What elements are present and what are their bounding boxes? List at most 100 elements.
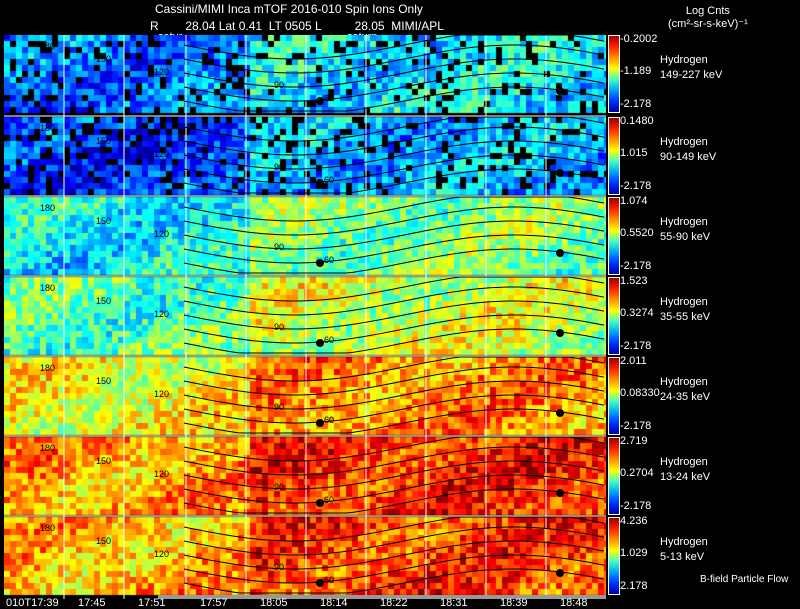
contour-level-label: 90 (274, 162, 284, 172)
energy-range-label: 35-55 keV (660, 311, 711, 323)
time-scrollbar[interactable] (158, 595, 606, 599)
energy-range-label: 24-35 keV (660, 391, 711, 403)
colorbar-cb-max-label: 2.719 (620, 435, 648, 447)
contour-level-label: 150 (96, 136, 111, 146)
colorbar-cb-max-label: 2.011 (620, 355, 647, 367)
energy-range-label: 5-13 keV (660, 551, 705, 563)
panel-label: Hydrogen 35-55 keV (660, 295, 710, 325)
species-label: Hydrogen (660, 376, 708, 388)
colorbar-cb-mid-label: 0.3274 (620, 307, 654, 319)
contour-level-label: 60 (324, 575, 334, 585)
contour-level-label: 90 (274, 562, 284, 572)
energy-range-label: 13-24 keV (660, 471, 711, 483)
x-tick-label: 18:05 (260, 597, 288, 609)
colorbar-cb-mid-label: 0.2704 (620, 467, 654, 479)
x-tick-label: 18:14 (320, 597, 348, 609)
panel-label: Hydrogen 90-149 keV (660, 135, 716, 165)
panel-label: Hydrogen 5-13 keV (660, 535, 708, 565)
contour-line (183, 140, 605, 170)
contour-line (183, 196, 605, 222)
panel-label: Hydrogen 149-227 keV (660, 53, 722, 83)
field-direction-marker (556, 329, 564, 337)
contour-level-label: 120 (154, 67, 169, 77)
colorbar-cb-min-label: -2.178 (620, 500, 652, 512)
field-direction-marker (556, 489, 564, 497)
field-direction-marker (556, 169, 564, 177)
contour-line (183, 58, 605, 88)
contour-level-label: 150 (96, 54, 111, 64)
contour-line (183, 540, 605, 570)
contour-level-label: 150 (96, 456, 111, 466)
contour-line (183, 436, 605, 462)
contour-level-label: 180 (40, 523, 55, 533)
colorbar (608, 117, 620, 195)
contour-line (183, 126, 605, 156)
x-tick-label: 18:39 (500, 597, 528, 609)
contour-level-label: 120 (154, 549, 169, 559)
colorbar-cb-min-label: -2.178 (620, 180, 652, 192)
contour-level-label: 60 (324, 415, 334, 425)
contour-line (183, 86, 605, 112)
species-label: Hydrogen (660, 216, 708, 228)
species-label: Hydrogen (660, 296, 708, 308)
species-label: Hydrogen (660, 456, 708, 468)
panel-label: Hydrogen 55-90 keV (660, 215, 710, 245)
panel-label: Hydrogen 13-24 keV (660, 455, 710, 485)
field-direction-marker (556, 569, 564, 577)
energy-range-label: 90-149 keV (660, 151, 717, 163)
contour-level-label: 180 (40, 283, 55, 293)
contour-level-label: 180 (40, 443, 55, 453)
x-tick-label: 18:22 (380, 597, 408, 609)
x-tick-label: 17:51 (138, 597, 166, 609)
field-direction-marker (556, 409, 564, 417)
field-direction-marker (556, 249, 564, 257)
contour-line (183, 168, 605, 194)
colorbar-cb-min-label: -2.178 (620, 98, 652, 110)
colorbar-cb-mid-label: 1.029 (620, 547, 648, 559)
contour-line (183, 286, 605, 316)
x-tick-label: 17:45 (78, 597, 106, 609)
contour-line (183, 154, 605, 184)
contour-line (183, 366, 605, 396)
contour-line (183, 526, 605, 556)
contour-level-label: 60 (324, 335, 334, 345)
colorbar (608, 35, 620, 113)
contour-line (183, 220, 605, 250)
colorbar-cb-max-label: 4.236 (620, 515, 648, 527)
contour-overlay: 180 150 120 90 60 180 150 120 90 60 180 150 120 90 60 1… (4, 35, 606, 599)
contour-line (183, 206, 605, 236)
contour-line (183, 408, 605, 434)
contour-level-label: 180 (40, 123, 55, 133)
contour-line (183, 234, 605, 264)
contour-line (183, 328, 605, 354)
x-tick-label: 010T17:39 (6, 597, 59, 609)
contour-level-label: 150 (96, 536, 111, 546)
heatmap-cells (4, 35, 606, 599)
colorbar (608, 357, 620, 435)
contour-line (183, 568, 605, 594)
contour-level-label: 120 (154, 229, 169, 239)
colorbar-cb-max-label: 0.1480 (620, 115, 654, 127)
bfield-legend: B-field Particle Flow (700, 574, 789, 585)
colorbar-cb-mid-label: 1.015 (620, 147, 648, 159)
colorbar-cb-mid-label: 0.08330 (620, 387, 660, 399)
colorbar-cb-mid-label: 0.5520 (620, 227, 654, 239)
field-direction-marker (316, 419, 324, 427)
field-direction-marker (556, 87, 564, 95)
colorbar-cb-min-label: -2.178 (620, 340, 652, 352)
contour-level-label: 90 (274, 402, 284, 412)
contour-level-label: 150 (96, 216, 111, 226)
contour-level-label: 90 (274, 482, 284, 492)
contour-level-label: 60 (324, 175, 334, 185)
contour-line (183, 314, 605, 344)
contour-level-label: 120 (154, 389, 169, 399)
contour-line (183, 356, 605, 382)
contour-line (183, 554, 605, 584)
contour-level-label: 90 (274, 322, 284, 332)
colorbar-cb-min-label: 2.178 (620, 580, 648, 592)
field-direction-marker (316, 339, 324, 347)
contour-level-label: 180 (40, 203, 55, 213)
contour-level-label: 120 (154, 469, 169, 479)
contour-level-label: 90 (274, 80, 284, 90)
heatmap-plot-area: 180 150 120 90 60 180 150 120 90 60 180 150 120 90 60 1… (4, 35, 606, 599)
